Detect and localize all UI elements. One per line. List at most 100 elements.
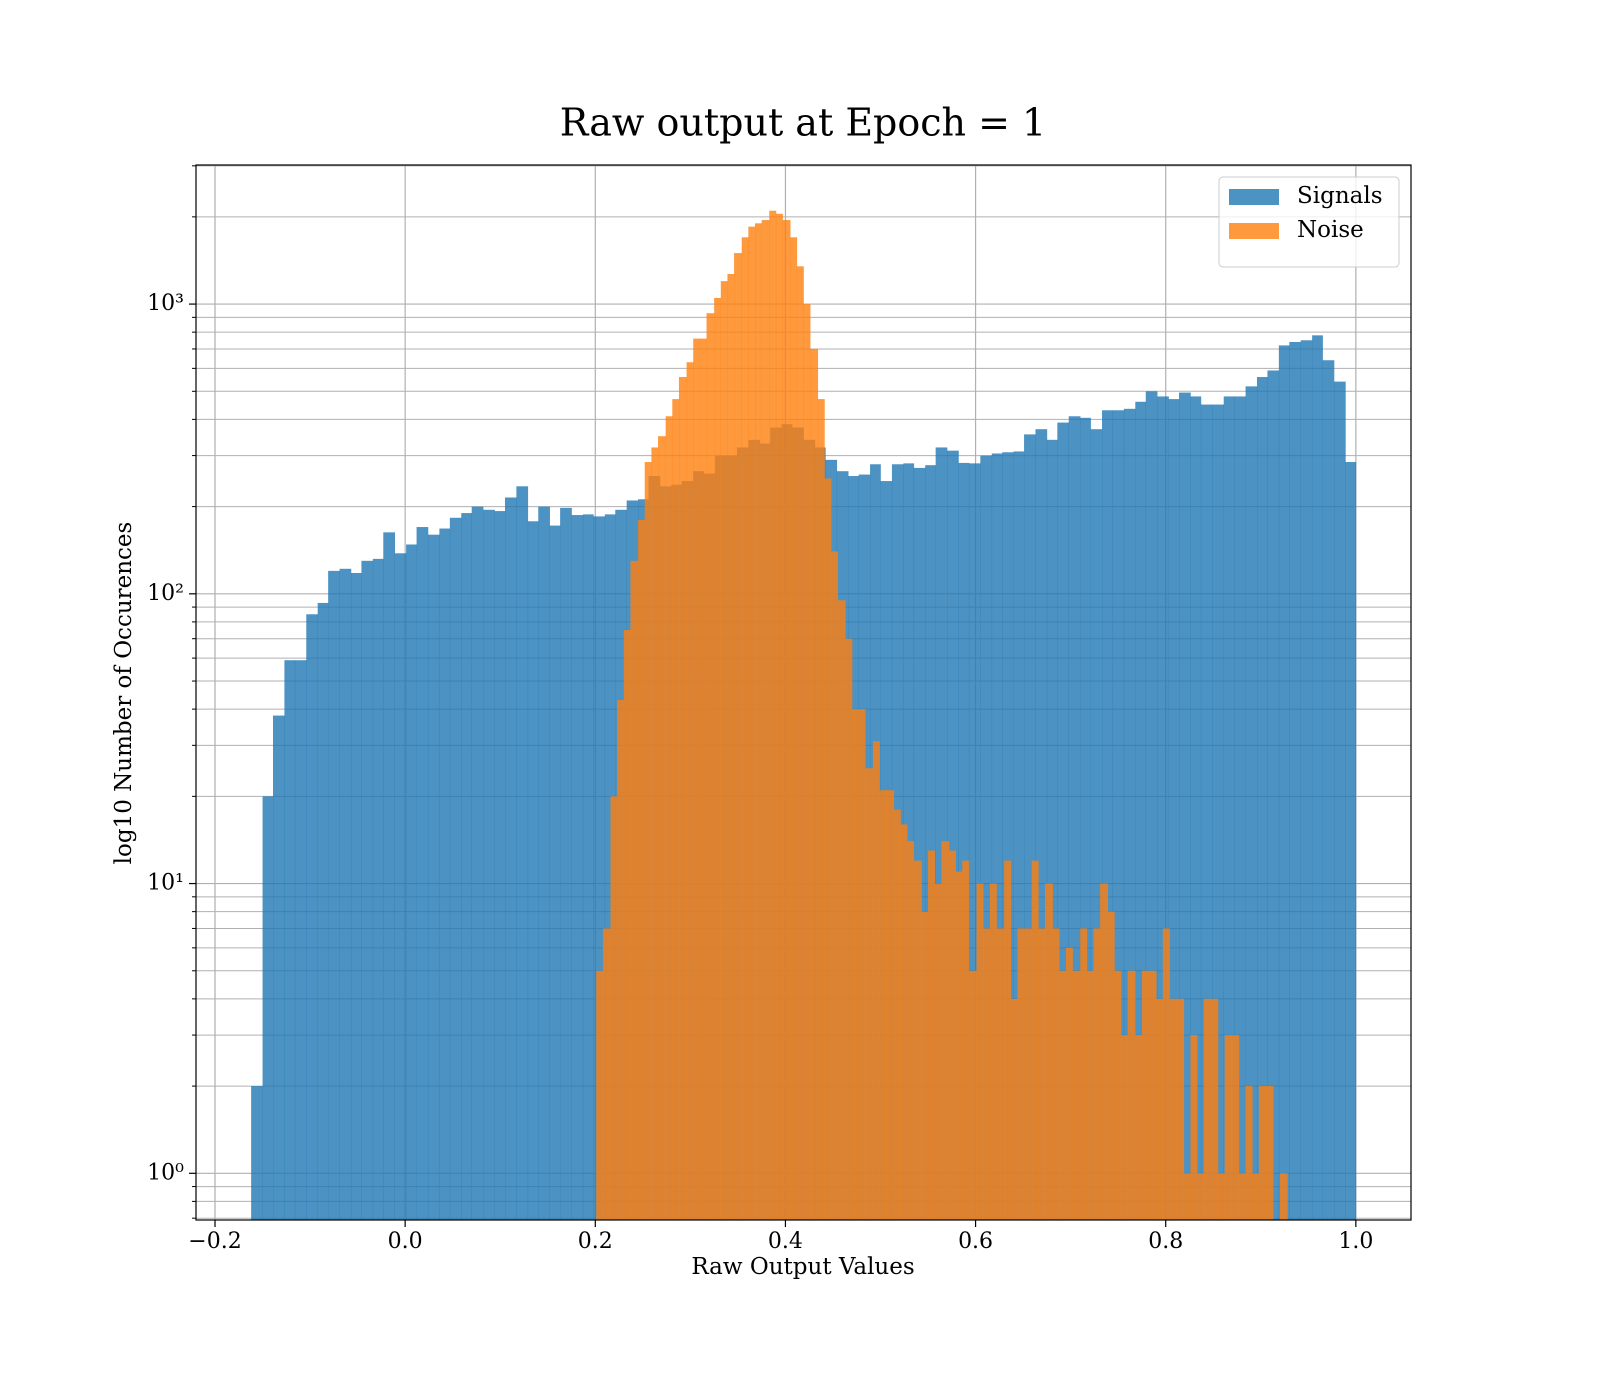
histogram-bar	[1148, 970, 1157, 1220]
histogram-bar	[1145, 391, 1158, 1220]
histogram-bar	[610, 796, 618, 1220]
histogram-bar	[1123, 408, 1136, 1220]
histogram-bar	[948, 850, 956, 1220]
histogram-bar	[383, 532, 395, 1220]
histogram-bar	[665, 416, 673, 1220]
histogram-bar	[824, 478, 832, 1220]
histogram-bar	[1121, 1035, 1128, 1220]
histogram-bar	[1183, 1173, 1191, 1220]
histogram-bar	[1197, 1173, 1205, 1220]
histogram-bar	[1065, 947, 1073, 1220]
x-tick-label: 0.0	[388, 1229, 423, 1254]
histogram-bar	[416, 527, 429, 1220]
histogram-bar	[1010, 998, 1018, 1220]
chart-title: Raw output at Epoch = 1	[560, 101, 1046, 145]
histogram-bar	[879, 790, 887, 1220]
histogram-bar	[1044, 883, 1053, 1220]
histogram-bar	[893, 809, 901, 1220]
histogram-bar	[658, 436, 666, 1220]
histogram-bar	[803, 304, 811, 1221]
histogram-bar	[651, 447, 659, 1220]
histogram-bar	[706, 313, 715, 1220]
histogram-bar	[941, 841, 950, 1220]
x-tick-label: 1.0	[1338, 1229, 1373, 1254]
histogram-bar	[394, 553, 407, 1220]
histogram-bar	[1086, 970, 1094, 1220]
histogram-bar	[761, 220, 770, 1220]
histogram-bar	[983, 928, 991, 1220]
histogram-bar	[1234, 396, 1246, 1220]
histogram-bar	[596, 970, 604, 1220]
y-tick-label: 10⁰	[147, 1160, 184, 1185]
histogram-bar	[602, 928, 611, 1220]
histogram-bar	[516, 486, 529, 1220]
histogram-bar	[1245, 1086, 1253, 1220]
histogram-bar	[483, 509, 495, 1221]
histogram-bar	[913, 467, 926, 1221]
y-tick-label: 10¹	[147, 871, 184, 896]
histogram-bar	[306, 614, 318, 1220]
histogram-bar	[1031, 860, 1039, 1220]
histogram-bar	[593, 516, 606, 1220]
histogram-bar	[769, 210, 777, 1220]
histogram-bar	[1035, 429, 1048, 1220]
histogram-bar	[1289, 341, 1302, 1220]
x-tick-label: 0.6	[958, 1229, 993, 1254]
histogram-bar	[527, 521, 539, 1220]
histogram-bar	[1004, 860, 1012, 1220]
histogram-bar	[748, 226, 756, 1221]
y-tick-label: 10³	[147, 291, 184, 316]
histogram-bar	[741, 237, 749, 1221]
histogram-bar	[686, 362, 694, 1220]
histogram-bar	[837, 600, 846, 1220]
histogram-bar	[782, 220, 791, 1220]
histogram-bar	[538, 506, 550, 1220]
histogram-bar	[913, 860, 922, 1220]
histogram-bar	[790, 237, 798, 1221]
histogram-bar	[571, 515, 584, 1220]
histogram-bar	[1025, 928, 1032, 1220]
histogram-bar	[1333, 381, 1346, 1220]
histogram-bar	[1080, 417, 1091, 1220]
histogram-bar	[907, 841, 915, 1220]
histogram-bar	[1200, 404, 1213, 1221]
histogram-bar	[796, 266, 804, 1220]
histogram-bar	[1059, 970, 1067, 1220]
histogram-bar	[1258, 1086, 1267, 1220]
histogram-bar	[1212, 404, 1225, 1221]
histogram-bar	[925, 465, 936, 1220]
histogram-bar	[449, 517, 462, 1220]
x-tick-label: −0.2	[188, 1229, 241, 1254]
histogram-bar	[775, 213, 783, 1221]
histogram-bar	[427, 534, 440, 1220]
histogram-bar	[1072, 970, 1081, 1220]
histogram-bar	[1300, 340, 1313, 1220]
histogram-bar	[817, 399, 825, 1220]
histogram-bar	[251, 1086, 263, 1220]
histogram-bar	[672, 399, 680, 1220]
histogram-bar	[1312, 335, 1323, 1220]
x-tick-label: 0.8	[1148, 1229, 1183, 1254]
histogram-bar	[372, 558, 384, 1220]
histogram-bar	[1112, 410, 1125, 1221]
histogram-bar	[727, 274, 735, 1220]
histogram-bar	[1057, 422, 1070, 1220]
histogram-bar	[1157, 396, 1169, 1220]
histogram-bar	[623, 630, 631, 1220]
histogram-bar	[1093, 928, 1101, 1220]
histogram-bar	[560, 507, 572, 1220]
histogram-bar	[273, 715, 285, 1220]
histogram-bar	[549, 525, 561, 1220]
histogram-bar	[851, 709, 859, 1220]
histogram-bar	[1179, 392, 1191, 1220]
histogram-bar	[734, 253, 743, 1221]
histogram-bar	[494, 511, 506, 1220]
histogram-bar	[1114, 970, 1122, 1220]
histogram-bar	[968, 970, 977, 1220]
histogram-bar	[350, 572, 362, 1220]
histogram-bar	[630, 560, 639, 1220]
histogram-bar	[1266, 1086, 1274, 1220]
histogram-bar	[1223, 396, 1235, 1220]
histogram-bar	[872, 741, 880, 1220]
histogram-bar	[1052, 928, 1060, 1220]
